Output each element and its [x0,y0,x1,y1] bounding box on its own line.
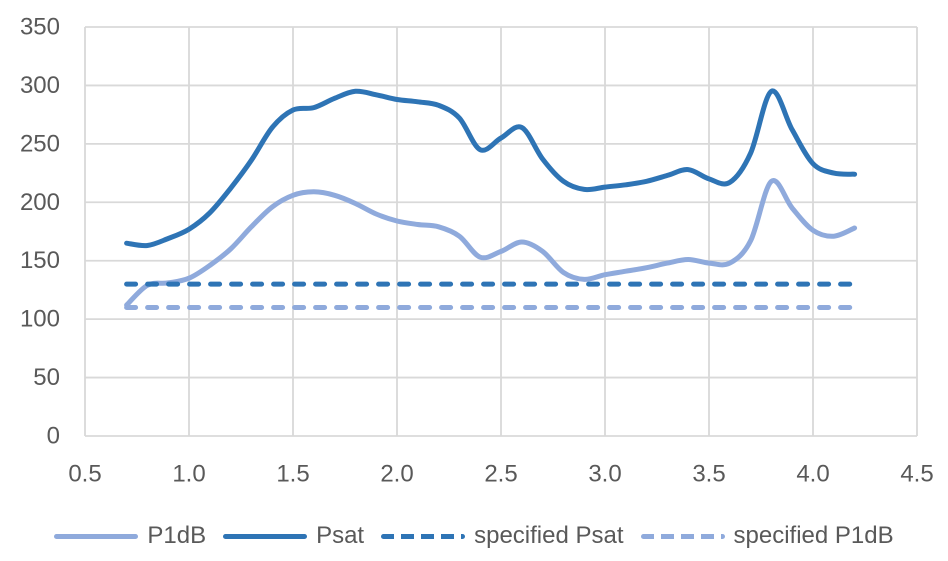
y-axis-tick-label: 350 [20,14,60,41]
x-axis-tick-label: 4.0 [796,461,829,488]
legend-item-specified-psat: specified Psat [381,522,624,549]
series-line-psat [124,88,858,249]
legend-line-sample-p1db [54,533,139,539]
y-axis-tick-label: 100 [20,306,60,333]
legend-line-sample-psat [223,533,308,539]
x-axis-tick-label: 4.5 [900,461,933,488]
y-axis-tick-label: 250 [20,130,60,157]
x-axis-tick-label: 1.0 [172,461,205,488]
x-axis-tick-label: 2.0 [380,461,413,488]
x-axis-tick-label: 0.5 [68,461,101,488]
y-axis-tick-label: 50 [33,364,60,391]
y-axis-tick-label: 150 [20,247,60,274]
legend-label-specified-p1db: specified P1dB [733,522,894,549]
legend-item-p1db: P1dB [54,522,207,549]
y-axis-tick-label: 200 [20,189,60,216]
legend-item-psat: Psat [223,522,365,549]
series-line-p1db [124,178,858,308]
y-axis-tick-label: 0 [47,423,60,450]
x-axis-tick-label: 2.5 [484,461,517,488]
chart-legend: P1dB Psat specified Psat specified P1dB [0,522,948,549]
x-axis-tick-label: 1.5 [276,461,309,488]
legend-line-sample-specified-p1db [640,533,725,539]
x-axis-tick-label: 3.5 [692,461,725,488]
legend-label-psat: Psat [316,522,365,549]
legend-label-p1db: P1dB [147,522,207,549]
y-axis-tick-label: 300 [20,72,60,99]
legend-line-sample-specified-psat [381,533,466,539]
legend-label-specified-psat: specified Psat [474,522,624,549]
x-axis-tick-label: 3.0 [588,461,621,488]
legend-item-specified-p1db: specified P1dB [640,522,894,549]
